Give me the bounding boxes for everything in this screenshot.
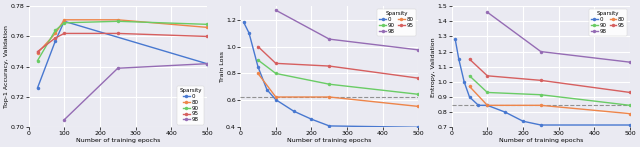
- Y-axis label: Train Loss: Train Loss: [220, 51, 225, 82]
- Legend: 0, 80, 90, 95, 98: 0, 80, 90, 95, 98: [177, 86, 204, 125]
- X-axis label: Number of training epochs: Number of training epochs: [499, 138, 583, 143]
- X-axis label: Number of training epochs: Number of training epochs: [287, 138, 371, 143]
- X-axis label: Number of training epochs: Number of training epochs: [76, 138, 160, 143]
- Y-axis label: Top-1 Accuracy, Validation: Top-1 Accuracy, Validation: [4, 25, 9, 108]
- Y-axis label: Entropy, Validation: Entropy, Validation: [431, 37, 436, 97]
- Legend: 0, 90, 98, 80, 95: 0, 90, 98, 80, 95: [377, 9, 416, 36]
- Legend: 0, 90, 98, 80, 95: 0, 90, 98, 80, 95: [589, 9, 627, 36]
